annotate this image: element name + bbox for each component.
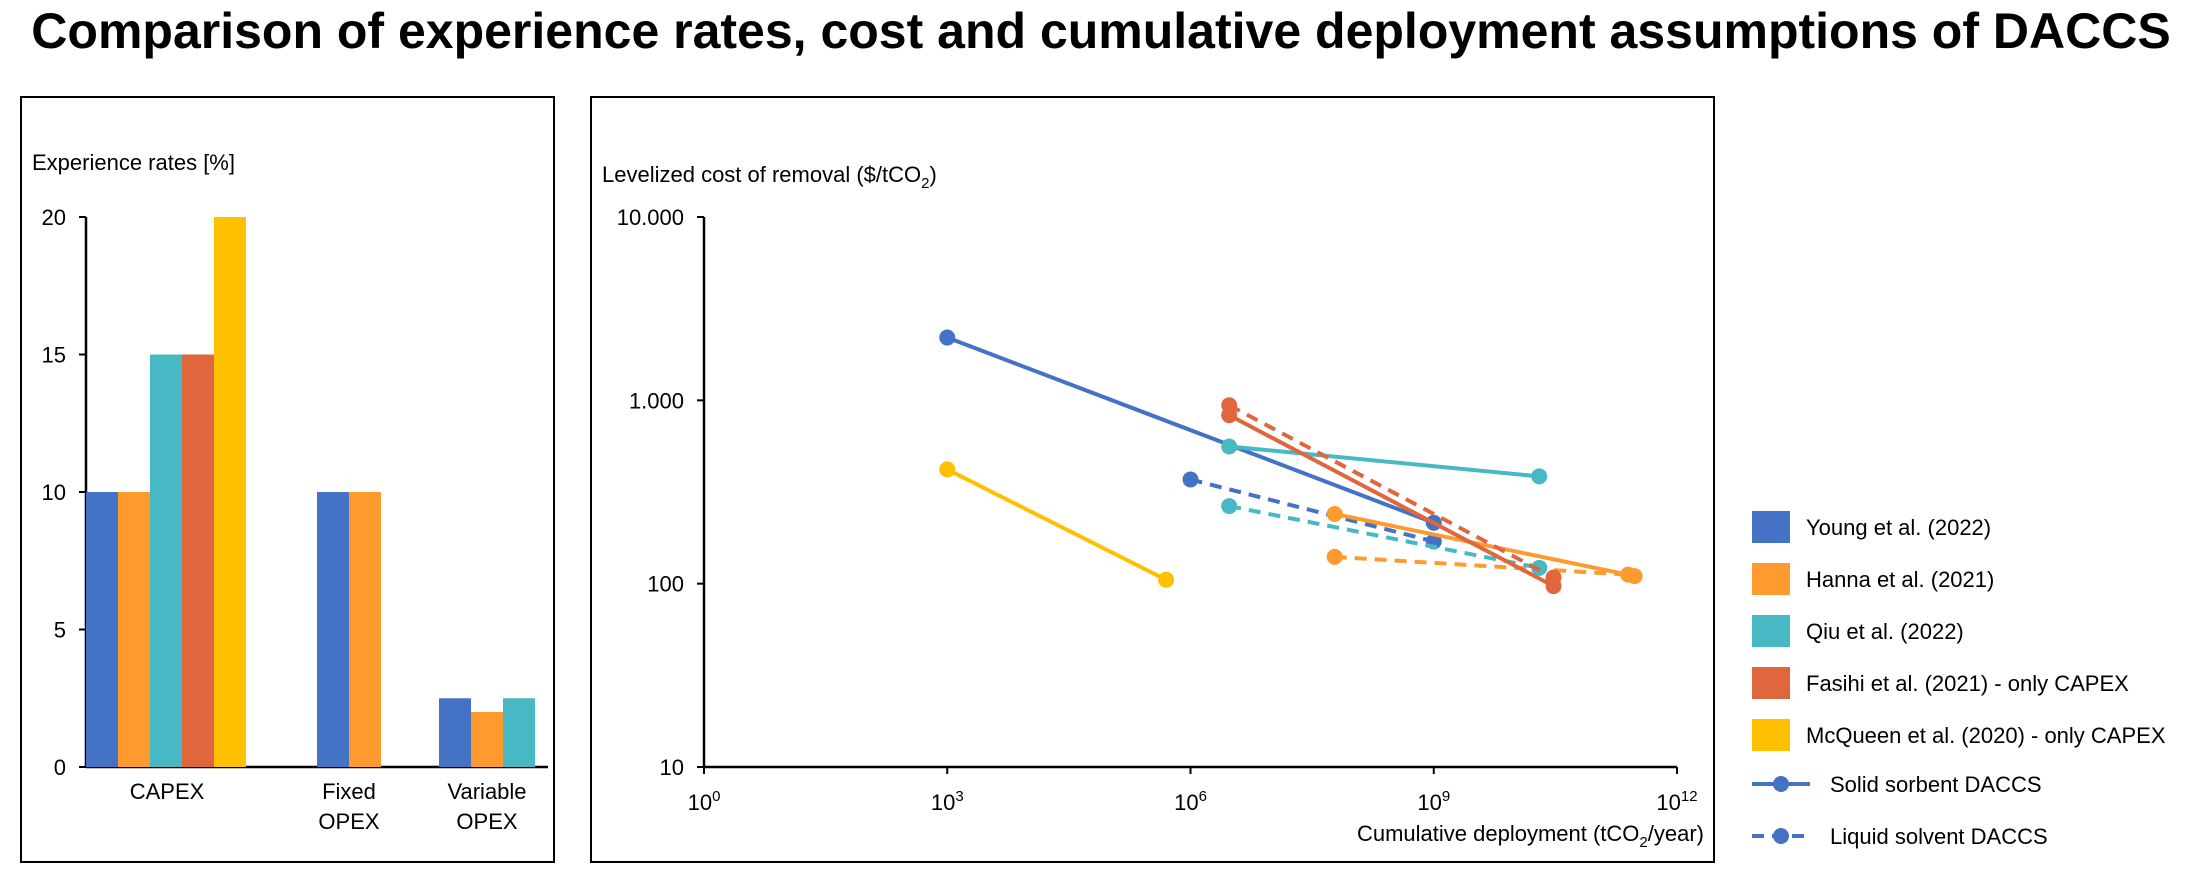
legend-label: Qiu et al. (2022) bbox=[1806, 619, 1964, 644]
bar-qiu-et-al-2022 bbox=[150, 354, 182, 767]
bar-young-et-al-2022 bbox=[439, 698, 471, 767]
y-tick-label: 100 bbox=[647, 572, 684, 597]
data-point-hanna-et-al-2021 bbox=[1326, 505, 1343, 522]
legend-label: Solid sorbent DACCS bbox=[1830, 772, 2042, 797]
y-tick-label: 0 bbox=[54, 755, 66, 780]
x-category-label: OPEX bbox=[456, 809, 517, 834]
series-line-hanna-et-al-2021-dashed bbox=[1334, 554, 1629, 577]
legend-line-marker bbox=[1773, 828, 1789, 844]
bar-qiu-et-al-2022 bbox=[503, 698, 535, 767]
x-category-label: Variable bbox=[447, 779, 526, 804]
x-tick-label: 109 bbox=[1417, 788, 1450, 815]
legend-swatch-qiu-et-al-2022 bbox=[1752, 615, 1790, 647]
x-category-label: CAPEX bbox=[130, 779, 205, 804]
series-line-qiu-et-al-2022-solid bbox=[1228, 444, 1540, 479]
legend-label: Fasihi et al. (2021) - only CAPEX bbox=[1806, 671, 2129, 696]
legend-swatch-mcqueen-et-al-2020-only-capex bbox=[1752, 719, 1790, 751]
data-point-hanna-et-al-2021 bbox=[1620, 566, 1637, 583]
line-chart-panel: Levelized cost of removal ($/tCO2) 10 100 1… bbox=[590, 96, 1715, 863]
x-tick-label: 100 bbox=[688, 788, 721, 815]
y-tick-label: 10.000 bbox=[617, 205, 684, 230]
bar-chart: Experience rates [%] 0 5 10 15 20 CAPEX Fixed OP… bbox=[32, 150, 548, 834]
series-line-mcqueen-et-al-2020-only-capex-solid bbox=[946, 467, 1167, 582]
data-point-qiu-et-al-2022 bbox=[1531, 468, 1548, 485]
bar-fasihi-et-al-2021-only-capex bbox=[182, 354, 214, 767]
y-axis-label: Experience rates [%] bbox=[32, 150, 235, 175]
x-category-label: Fixed bbox=[322, 779, 376, 804]
bar-mcqueen-et-al-2020-only-capex bbox=[214, 217, 246, 767]
y-tick-label: 20 bbox=[42, 205, 66, 230]
x-tick-label: 106 bbox=[1174, 788, 1207, 815]
data-point-hanna-et-al-2021 bbox=[1326, 548, 1343, 565]
data-point-fasihi-et-al-2021-only-capex bbox=[1545, 569, 1562, 586]
y-tick-label: 5 bbox=[54, 618, 66, 643]
x-tick-label: 1012 bbox=[1656, 788, 1697, 815]
x-axis-label: Cumulative deployment (tCO2/year) bbox=[1357, 821, 1704, 851]
y-tick-label: 10 bbox=[42, 480, 66, 505]
legend-label: Hanna et al. (2021) bbox=[1806, 567, 1994, 592]
legend-swatch-hanna-et-al-2021 bbox=[1752, 563, 1790, 595]
legend-label: McQueen et al. (2020) - only CAPEX bbox=[1806, 723, 2166, 748]
line-chart: Levelized cost of removal ($/tCO2)101001… bbox=[602, 162, 1704, 851]
series-line-fasihi-et-al-2021-only-capex-solid bbox=[1228, 413, 1555, 588]
y-tick-label: 1.000 bbox=[629, 388, 684, 413]
legend-label: Young et al. (2022) bbox=[1806, 515, 1991, 540]
y-axis-label: Levelized cost of removal ($/tCO2) bbox=[602, 162, 937, 192]
series-line-young-et-al-2022-solid bbox=[946, 335, 1435, 525]
bar-hanna-et-al-2021 bbox=[349, 492, 381, 767]
bar-young-et-al-2022 bbox=[317, 492, 349, 767]
series-line-fasihi-et-al-2021-only-capex-dashed bbox=[1228, 403, 1555, 580]
legend-label: Liquid solvent DACCS bbox=[1830, 824, 2048, 849]
series-line-young-et-al-2022-dashed bbox=[1190, 477, 1435, 544]
y-tick-label: 10 bbox=[660, 755, 684, 780]
data-point-mcqueen-et-al-2020-only-capex bbox=[939, 461, 956, 478]
series-line-qiu-et-al-2022-dashed bbox=[1228, 504, 1540, 570]
x-tick-label: 103 bbox=[931, 788, 964, 815]
legend-swatch-fasihi-et-al-2021-only-capex bbox=[1752, 667, 1790, 699]
bar-chart-panel: Experience rates [%] 0 5 10 15 20 CAPEX Fixed OP… bbox=[20, 96, 555, 863]
data-point-qiu-et-al-2022 bbox=[1221, 498, 1238, 515]
data-point-mcqueen-et-al-2020-only-capex bbox=[1158, 571, 1175, 588]
y-tick-label: 15 bbox=[42, 343, 66, 368]
bar-young-et-al-2022 bbox=[86, 492, 118, 767]
bar-hanna-et-al-2021 bbox=[471, 712, 503, 767]
data-point-young-et-al-2022 bbox=[939, 329, 956, 346]
data-point-young-et-al-2022 bbox=[1182, 471, 1199, 488]
series-line-hanna-et-al-2021-solid bbox=[1334, 512, 1636, 579]
x-category-label: OPEX bbox=[318, 809, 379, 834]
legend-line-marker bbox=[1773, 776, 1789, 792]
bar-hanna-et-al-2021 bbox=[118, 492, 150, 767]
data-point-fasihi-et-al-2021-only-capex bbox=[1221, 397, 1238, 414]
legend-swatch-young-et-al-2022 bbox=[1752, 511, 1790, 543]
chart-title: Comparison of experience rates, cost and… bbox=[31, 3, 2171, 59]
data-point-qiu-et-al-2022 bbox=[1221, 438, 1238, 455]
